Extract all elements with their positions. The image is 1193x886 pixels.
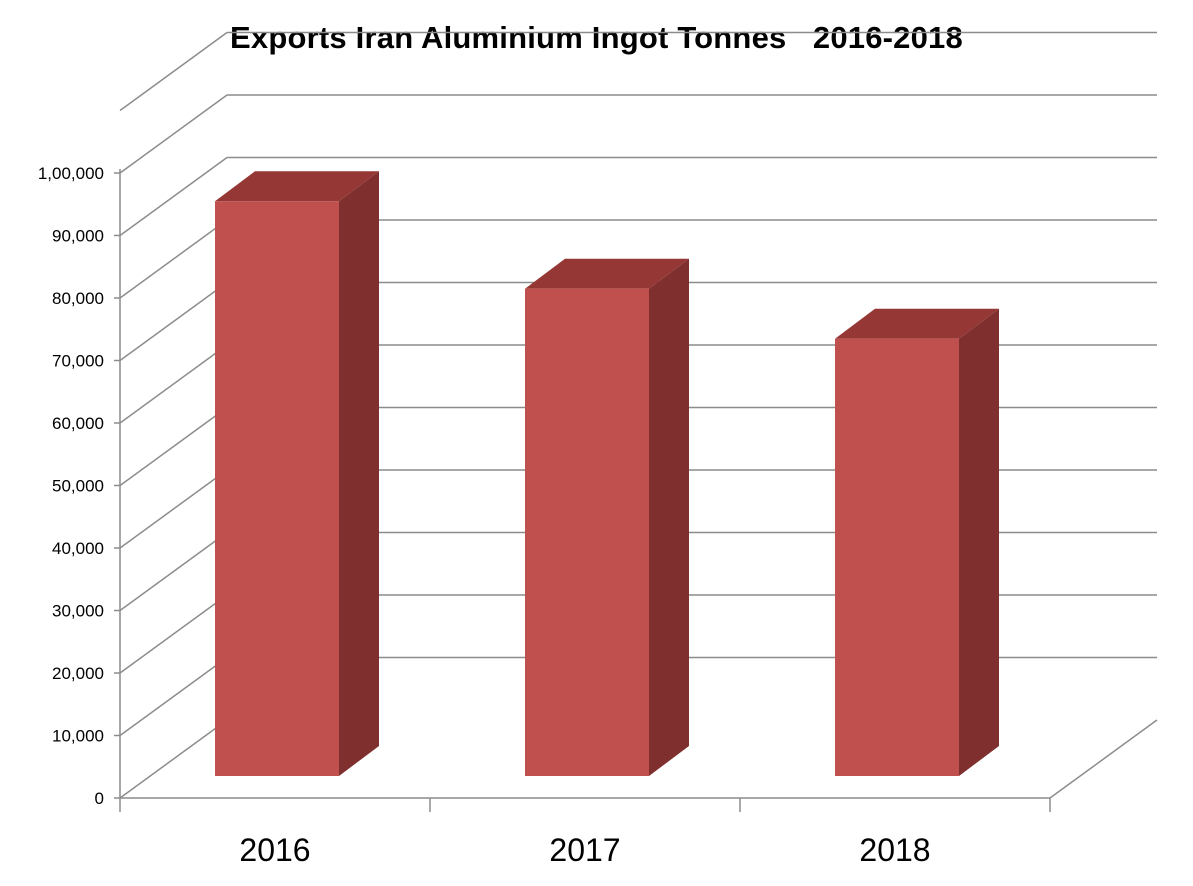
y-tick-label: 80,000 [52,289,104,308]
x-category-label: 2018 [859,832,930,868]
gridline-diagonal [119,281,228,362]
bar-top [525,258,689,289]
y-axis-ticks: 0 10,000 20,000 30,000 40,000 50,000 60,000 70,… [38,164,120,808]
bar-front [215,201,339,776]
x-axis-labels: 2016 2017 2018 [239,832,930,868]
gridline-diagonal [119,219,228,299]
y-tick-label: 70,000 [52,352,104,371]
gridline-diagonal [119,94,228,174]
bar-front [525,288,649,776]
gridline-diagonal [119,406,228,487]
y-tick-label: 60,000 [52,414,104,433]
gridline-diagonal [119,594,228,674]
y-tick-label: 50,000 [52,477,104,496]
bar-top [835,308,999,339]
gridline-diagonal [119,531,228,612]
bar-2016 [215,171,379,776]
y-tick-label: 10,000 [52,727,104,746]
bar-side [959,308,999,776]
axes [119,169,1158,812]
gridlines [119,31,1157,737]
gridline-diagonal [119,344,228,424]
x-category-label: 2016 [239,832,310,868]
y-tick-label: 30,000 [52,602,104,621]
y-tick-label: 90,000 [52,227,104,246]
floor-right-edge [1049,719,1158,799]
bar-side [339,171,379,776]
bar-2018 [835,308,999,776]
y-tick-label: 1,00,000 [38,164,104,183]
chart-title: Exports Iran Aluminium Ingot Tonnes 2016… [230,20,963,55]
gridline-diagonal [119,156,228,237]
bars [215,171,999,776]
bar-top [215,171,379,202]
y-tick-label: 40,000 [52,539,104,558]
gridline-diagonal [119,469,228,549]
bar-front [835,338,959,776]
gridline-diagonal [119,656,228,737]
x-category-label: 2017 [549,832,620,868]
gridline-diagonal [119,31,228,112]
floor-left-edge [119,719,228,799]
y-tick-label: 20,000 [52,664,104,683]
bar-2017 [525,258,689,776]
y-tick-label: 0 [95,789,104,808]
bar-side [649,258,689,776]
